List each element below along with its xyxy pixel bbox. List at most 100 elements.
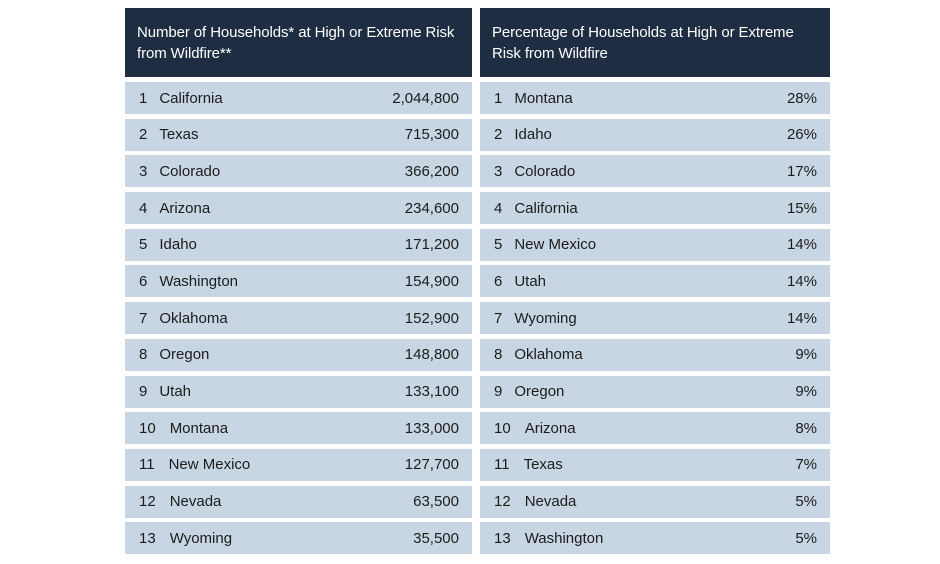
rank-cell: 10 [494,419,511,437]
rank-cell: 13 [494,529,511,547]
value-cell: 2,044,800 [392,89,459,107]
rank-cell: 1 [139,89,148,107]
state-cell: Colorado [159,162,221,180]
table-row: 4 California 15% [480,192,830,225]
table-row: 12 Nevada 63,500 [125,485,472,518]
rank-cell: 6 [494,272,503,290]
state-cell: Oregon [514,383,565,400]
table-row: 7 Oklahoma 152,900 [125,302,472,335]
state-cell: Montana [514,89,573,107]
rank-cell: 7 [139,309,148,327]
rank-cell: 5 [494,236,503,254]
value-cell: 15% [786,199,817,217]
state-cell: Washington [159,272,238,290]
households-count-table: Number of Households* at High or Extreme… [125,8,472,559]
state-cell: Montana [169,419,229,437]
households-percentage-table: Percentage of Households at High or Extr… [480,8,830,559]
rank-cell: 2 [139,126,148,144]
value-cell: 5% [795,529,817,547]
state-cell: Wyoming [514,309,577,327]
value-cell: 63,500 [413,493,459,511]
state-cell: Idaho [514,126,552,144]
value-cell: 35,500 [413,529,459,547]
state-cell: Wyoming [169,529,233,547]
table-row: 8 Oregon 148,800 [125,338,472,371]
state-cell: Idaho [159,236,197,254]
state-cell: New Mexico [168,456,251,474]
table-row: 12 Nevada 5% [480,485,830,518]
value-cell: 148,800 [404,346,459,364]
table-row: 3 Colorado 366,200 [125,155,472,188]
table-row: 10 Montana 133,000 [125,412,472,445]
value-cell: 152,900 [404,309,459,327]
table-row: 3 Colorado 17% [480,155,830,188]
state-cell: Arizona [159,199,211,217]
table-row: 13 Wyoming 35,500 [125,522,472,555]
value-cell: 7% [795,456,817,474]
rank-cell: 9 [494,383,503,400]
state-cell: New Mexico [514,236,597,254]
rank-cell: 8 [139,346,148,364]
value-cell: 17% [786,162,817,180]
value-cell: 133,100 [404,383,459,400]
rank-cell: 4 [494,199,503,217]
value-cell: 14% [786,236,817,254]
value-cell: 5% [795,493,817,511]
value-cell: 154,900 [404,272,459,290]
value-cell: 171,200 [404,236,459,254]
value-cell: 127,700 [404,456,459,474]
rank-cell: 7 [494,309,503,327]
table-row: 7 Wyoming 14% [480,302,830,335]
rank-cell: 6 [139,272,148,290]
rank-cell: 11 [494,456,510,474]
rank-cell: 3 [139,162,148,180]
rank-cell: 13 [139,529,156,547]
table-row: 13 Washington 5% [480,522,830,555]
rank-cell: 3 [494,162,503,180]
state-cell: Texas [159,126,199,144]
state-cell: California [514,199,578,217]
state-cell: Nevada [169,493,222,511]
value-cell: 9% [795,346,817,364]
rank-cell: 1 [494,89,503,107]
state-cell: Arizona [524,419,576,437]
households-percentage-rows: 1 Montana 28% 2 Idaho 26% 3 Colorado 17% 4 Califor… [480,82,830,555]
rank-cell: 9 [139,383,148,400]
value-cell: 715,300 [404,126,459,144]
table-row: 4 Arizona 234,600 [125,192,472,225]
table-row: 2 Texas 715,300 [125,118,472,151]
value-cell: 366,200 [404,162,459,180]
state-cell: Oklahoma [159,309,228,327]
value-cell: 14% [786,272,817,290]
households-count-header: Number of Households* at High or Extreme… [125,8,472,77]
value-cell: 26% [786,126,817,144]
table-row: 6 Washington 154,900 [125,265,472,298]
table-row: 6 Utah 14% [480,265,830,298]
state-cell: Oregon [159,346,210,364]
rank-cell: 5 [139,236,148,254]
rank-cell: 8 [494,346,503,364]
table-row: 5 New Mexico 14% [480,228,830,261]
table-row: 9 Oregon 9% [480,375,830,408]
rank-cell: 4 [139,199,148,217]
value-cell: 9% [795,383,817,400]
households-percentage-header: Percentage of Households at High or Extr… [480,8,830,77]
households-count-rows: 1 California 2,044,800 2 Texas 715,300 3 Colora… [125,82,472,555]
rank-cell: 2 [494,126,503,144]
table-row: 8 Oklahoma 9% [480,338,830,371]
table-row: 10 Arizona 8% [480,412,830,445]
table-row: 1 California 2,044,800 [125,82,472,114]
state-cell: Oklahoma [514,346,583,364]
state-cell: Washington [524,529,604,547]
rank-cell: 11 [139,456,155,474]
table-row: 5 Idaho 171,200 [125,228,472,261]
value-cell: 14% [786,309,817,327]
table-row: 1 Montana 28% [480,82,830,114]
table-row: 9 Utah 133,100 [125,375,472,408]
rank-cell: 12 [494,493,511,511]
state-cell: Utah [514,272,547,290]
value-cell: 234,600 [404,199,459,217]
table-row: 11 New Mexico 127,700 [125,448,472,481]
value-cell: 8% [795,419,817,437]
rank-cell: 12 [139,493,156,511]
